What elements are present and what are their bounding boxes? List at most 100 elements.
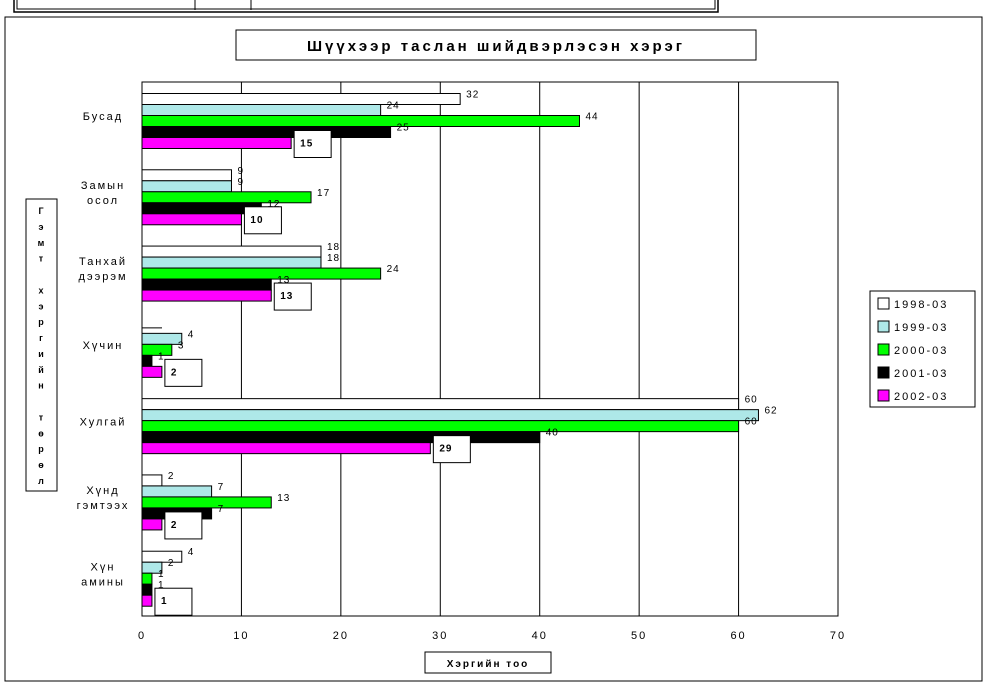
bar [141,442,431,455]
bar [141,583,153,596]
bar [141,409,759,422]
data-label: 3 [178,340,185,351]
data-label: 15 [300,139,313,150]
y-axis-label-letter: и [38,349,44,359]
category-label: гэмтээх [77,500,130,512]
legend-swatch [877,320,890,333]
y-axis-label-letter: м [38,238,45,248]
x-tick-label: 30 [432,630,448,642]
data-label: 60 [745,417,758,428]
data-label: 12 [267,199,280,210]
bar [141,594,153,607]
x-tick-label: 50 [631,630,647,642]
category-label: Хүнд [86,485,119,497]
data-label-box [293,130,332,158]
y-axis-label-letter: э [39,301,44,311]
data-label: 1 [158,351,165,362]
y-axis-label-box [25,198,58,492]
bar [141,289,272,302]
bar [141,278,272,291]
data-label: 18 [327,253,340,264]
bar [141,191,312,204]
x-tick-label: 60 [730,630,746,642]
y-axis-label-letter: х [38,285,43,295]
data-label: 29 [439,444,452,455]
x-axis-label: Хэргийн тоо [447,659,530,670]
data-label: 7 [218,482,225,493]
legend-label: 2000-03 [894,345,948,357]
legend-label: 1999-03 [894,322,948,334]
bar [141,474,163,487]
bar [141,365,163,378]
data-label: 7 [218,504,225,515]
legend-entries: 1998-03 1999-03 2000-03 2001-03 2002-03 [877,297,948,403]
data-label: 10 [250,215,263,226]
data-label: 2 [171,520,178,531]
bar [141,245,322,258]
plot-area [141,81,839,617]
data-label: 1 [158,580,165,591]
data-label: 17 [317,188,330,199]
y-axis-label-letter: р [38,444,44,454]
y-axis-label-letter: г [39,333,43,343]
top-frame-inner [16,0,716,10]
data-label: 2 [168,471,175,482]
data-label: 60 [745,395,758,406]
bar [141,104,382,116]
x-axis-label-box [424,651,552,674]
data-label: 4 [188,547,195,558]
data-label: 2 [168,558,175,569]
legend-swatch [877,366,890,379]
y-axis-label-letter: ө [38,428,44,438]
data-labels: 3224442515991712101818241313431260626040… [154,90,777,616]
bar [141,256,322,269]
bar [141,332,183,345]
data-label-box [243,206,282,235]
data-label: 24 [387,264,400,275]
category-label: дээрэм [78,271,127,283]
y-axis-label-letter: л [38,476,44,486]
bar [141,267,382,280]
category-label: Бусад [83,111,123,123]
data-label: 40 [546,428,559,439]
category-label: Хүчин [83,340,124,352]
y-axis-label-letter: Г [38,206,43,216]
data-label: 13 [277,493,290,504]
legend-swatch [877,389,890,402]
y-axis-label-letter: р [38,317,44,327]
legend-swatch [877,297,890,310]
bar [141,485,213,498]
chart-title-box [235,29,757,61]
bar [141,169,232,182]
data-label: 13 [277,275,290,286]
bar [141,126,392,138]
bar [141,398,740,411]
chart-title: Шүүхээр таслан шийдвэрлэсэн хэрэг [307,38,685,55]
category-label: амины [81,576,125,588]
bar [141,180,232,193]
bar [141,213,242,226]
data-label: 18 [327,242,340,253]
data-label: 1 [158,569,165,580]
data-label: 62 [764,406,777,417]
x-tick-label: 70 [830,630,846,642]
data-label: 1 [161,596,168,607]
category-label: Хулгай [80,416,127,428]
data-label-box [432,435,471,464]
x-axis-ticks: 0 10 20 30 40 50 60 70 [138,630,846,642]
bar [141,550,183,563]
y-axis-label-letter: н [38,381,43,391]
data-label: 2 [171,367,178,378]
bar [141,518,163,531]
bar [141,354,153,367]
y-axis-categories: Бусад Замын осол Танхай дээрэм Хүчин Хулгай Хүн… [77,111,130,588]
data-label: 25 [397,123,410,134]
data-label: 32 [466,90,479,101]
category-label: Замын [81,180,125,192]
y-axis-label-letter: э [39,222,44,232]
y-axis-label-letter: ө [38,460,44,470]
gridlines [240,82,740,616]
data-label: 24 [387,101,400,112]
bar [141,431,541,444]
